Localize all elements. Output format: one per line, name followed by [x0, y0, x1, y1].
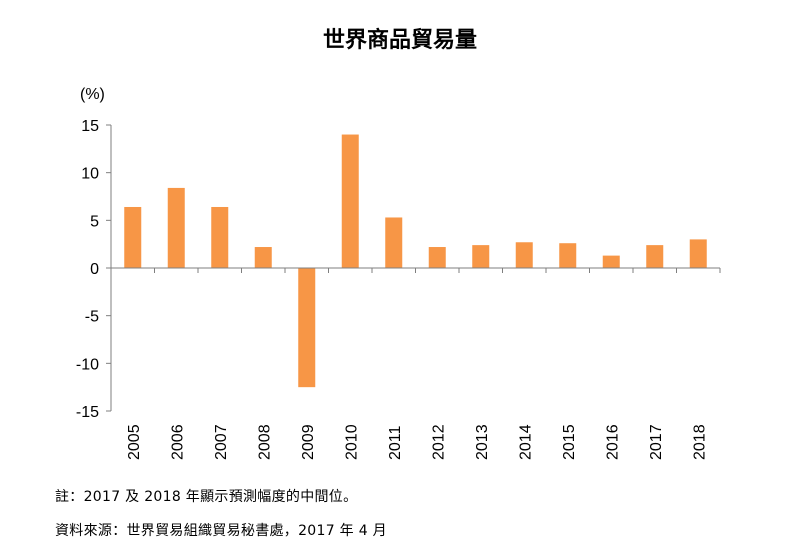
x-tick-label: 2007 [213, 424, 230, 460]
x-tick-label: 2005 [126, 424, 143, 460]
y-tick-label: 15 [81, 118, 99, 135]
x-tick-label: 2015 [561, 424, 578, 460]
bar-2015 [559, 243, 577, 268]
x-tick-label: 2011 [387, 425, 404, 460]
bar-2016 [602, 255, 620, 268]
y-tick-label: -15 [76, 404, 99, 421]
y-tick-label: 0 [90, 261, 99, 278]
bar-2011 [385, 217, 403, 268]
bars [124, 134, 707, 388]
x-tick-label: 2012 [430, 424, 447, 460]
bar-2009 [298, 268, 316, 388]
x-tick-label: 2013 [474, 424, 491, 460]
y-axis: 15 10 5 0 -5 -10 -15 [76, 118, 112, 421]
x-tick-label: 2010 [343, 424, 360, 460]
bar-2018 [689, 239, 707, 268]
x-tick-label: 2017 [648, 424, 665, 460]
x-axis: 2005 2006 2007 2008 2009 2010 2011 2012 2013 2014… [110, 267, 721, 460]
x-tick-label: 2006 [169, 424, 186, 460]
bar-2006 [167, 187, 185, 268]
y-tick-label: 5 [90, 213, 99, 230]
bar-2010 [341, 134, 359, 268]
forecast-footnote: 註：2017 及 2018 年顯示預測幅度的中間位。 [55, 489, 358, 505]
bar-2013 [472, 245, 490, 268]
bar-2012 [428, 247, 446, 268]
x-tick-label: 2018 [691, 424, 708, 460]
chart-title: 世界商品貿易量 [322, 27, 477, 53]
x-tick-label: 2009 [300, 424, 317, 460]
bar-2005 [124, 206, 142, 268]
bar-2017 [646, 245, 664, 268]
y-tick-label: -5 [85, 309, 99, 326]
y-axis-unit-label: (%) [80, 86, 105, 103]
bar-2008 [254, 247, 272, 268]
y-tick-label: 10 [81, 166, 99, 183]
x-tick-label: 2016 [604, 424, 621, 460]
bar-2014 [515, 242, 533, 268]
y-tick-label: -10 [76, 356, 99, 373]
source-footnote: 資料來源：世界貿易組織貿易秘書處，2017 年 4 月 [55, 523, 387, 539]
x-tick-label: 2014 [517, 424, 534, 460]
bar-2007 [211, 206, 229, 268]
x-tick-label: 2008 [256, 424, 273, 460]
